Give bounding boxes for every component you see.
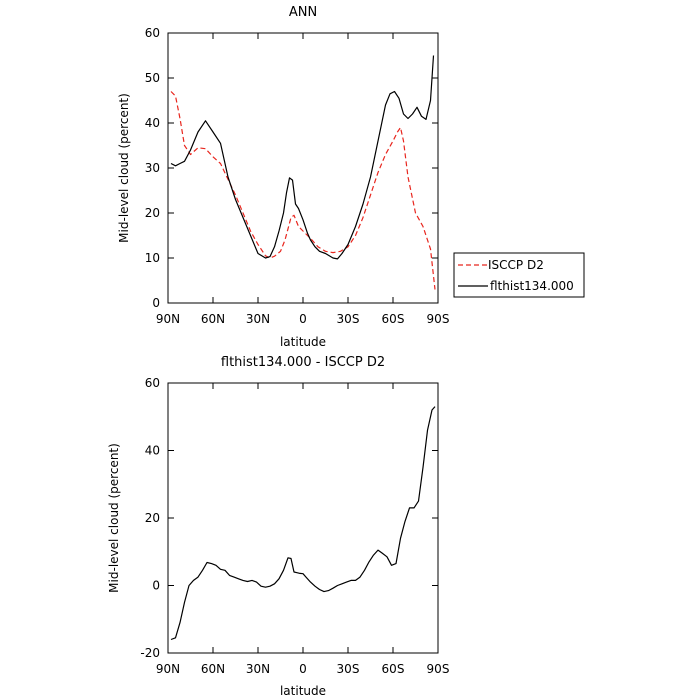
y-tick-label: 50 — [145, 71, 160, 85]
y-tick-label: 30 — [145, 161, 160, 175]
legend-box — [453, 252, 585, 298]
x-tick-label: 60N — [201, 312, 225, 326]
legend: ISCCP D2 flthist134.000 — [453, 252, 585, 298]
x-tick-label: 90S — [427, 662, 450, 676]
y-tick-label: 0 — [152, 296, 160, 310]
y-tick-label: 20 — [145, 206, 160, 220]
y-tick-label: 40 — [145, 116, 160, 130]
x-tick-label: 60N — [201, 662, 225, 676]
y-tick-label: 20 — [145, 511, 160, 525]
x-axis-label: latitude — [280, 335, 326, 349]
y-tick-label: 10 — [145, 251, 160, 265]
series-line-0 — [170, 406, 436, 641]
legend-label-isccp: ISCCP D2 — [488, 258, 544, 272]
y-tick-label: 40 — [145, 444, 160, 458]
x-tick-label: 0 — [299, 662, 307, 676]
x-tick-label: 30N — [246, 662, 270, 676]
y-tick-label: 0 — [152, 579, 160, 593]
y-axis-label: Mid-level cloud (percent) — [107, 443, 121, 593]
x-tick-label: 90N — [156, 662, 180, 676]
series-line-flthist134-000 — [170, 55, 435, 260]
x-axis-label: latitude — [280, 684, 326, 698]
x-tick-label: 90N — [156, 312, 180, 326]
y-tick-label: 60 — [145, 26, 160, 40]
plot-frame — [167, 32, 439, 304]
legend-label-model: flthist134.000 — [490, 279, 574, 293]
annual-mid-level-cloud-chart: ANN latitude Mid-level cloud (percent) 9… — [117, 5, 449, 349]
x-tick-label: 60S — [382, 662, 405, 676]
plot-frame — [167, 382, 439, 654]
axes: 90N 60N 30N 0 30S 60S 90S 0 10 20 30 40 50 60 — [145, 26, 450, 326]
y-tick-label: 60 — [145, 376, 160, 390]
series-line-isccp-d2 — [170, 91, 436, 290]
series-layer — [170, 406, 436, 641]
axes: 90N 60N 30N 0 30S 60S 90S -20 0 20 40 60 — [140, 376, 449, 676]
x-tick-label: 30S — [337, 312, 360, 326]
y-axis-label: Mid-level cloud (percent) — [117, 93, 131, 243]
x-tick-label: 30N — [246, 312, 270, 326]
x-tick-label: 0 — [299, 312, 307, 326]
chart-title: ANN — [289, 5, 317, 20]
chart-title: flthist134.000 - ISCCP D2 — [221, 355, 385, 370]
x-tick-label: 30S — [337, 662, 360, 676]
difference-chart: flthist134.000 - ISCCP D2 latitude Mid-l… — [107, 355, 449, 698]
x-tick-label: 60S — [382, 312, 405, 326]
series-layer — [170, 55, 436, 290]
x-tick-label: 90S — [427, 312, 450, 326]
y-tick-label: -20 — [140, 646, 160, 660]
